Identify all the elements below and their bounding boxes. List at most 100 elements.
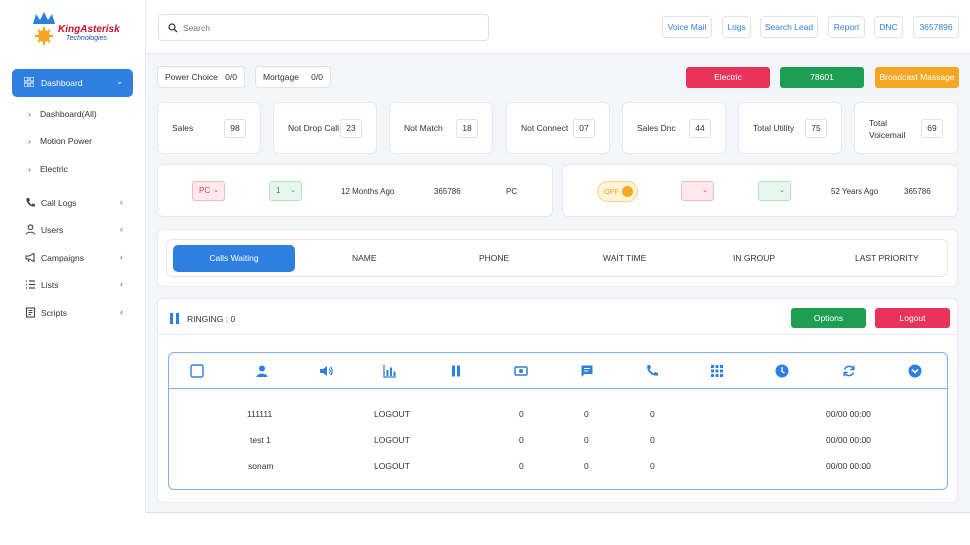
empty-green-select[interactable]: ⌄ [758,181,791,201]
column-header-wait-time: WAIT TIME [603,253,647,263]
clock-icon [775,364,789,378]
column-header-name: NAME [352,253,377,263]
stat-value: 69 [921,119,943,138]
agent-metric-a: 0 [519,409,524,419]
sidebar-item-lists[interactable]: Lists ‹ [25,279,125,293]
code-text: PC [506,187,518,196]
sidebar-item-label: Campaigns [41,253,84,263]
stat-label: Sales Dnc [637,123,676,133]
money-icon [514,366,528,376]
pause-icon [452,365,460,377]
toggle-label: OFF [604,187,619,196]
agent-name: test 1 [250,435,271,445]
grid-icon [24,77,34,87]
search-lead-link[interactable]: Search Lead [760,16,818,38]
sidebar-subitem-dashboard-all[interactable]: › Dashboard(All) [28,109,97,119]
phone-number-link[interactable]: 3657896 [913,16,959,38]
stat-card-not-match[interactable]: Not Match 18 [389,102,493,154]
table-row[interactable]: sonam LOGOUT 0 0 0 00/00 00:00 [169,461,947,481]
chevron-down-icon: ⌄ [779,187,785,194]
app-window: KingAsterisk Technologies Dashboard ⌄ › D… [0,0,970,513]
brand-subtitle: Technologies [66,35,107,42]
logout-button[interactable]: Logout [875,308,950,328]
toggle-knob [622,186,633,197]
sidebar-item-label: Dashboard [41,78,83,88]
pill-value: 0/0 [311,72,323,82]
stat-label: Total Voicemail [869,118,906,140]
refresh-icon[interactable] [842,364,856,378]
logs-link[interactable]: Logs [722,16,751,38]
search-input[interactable] [183,21,473,35]
stat-card-total-utility[interactable]: Total Utility 75 [738,102,842,154]
electric-button[interactable]: Electric [686,67,770,88]
stat-card-sales[interactable]: Sales 98 [157,102,261,154]
agent-metric-c: 0 [650,435,655,445]
options-button[interactable]: Options [791,308,866,328]
sidebar-subitem-label: Electric [40,164,68,174]
calls-waiting-header: Calls Waiting NAME PHONE WAIT TIME IN GR… [166,239,948,277]
search-box[interactable] [158,14,489,41]
voice-mail-link[interactable]: Voice Mail [662,16,712,38]
chevron-left-icon: ‹ [120,224,123,234]
sidebar-item-label: Scripts [41,308,67,318]
stat-card-sales-dnc[interactable]: Sales Dnc 44 [622,102,726,154]
agent-metric-c: 0 [650,461,655,471]
count-select[interactable]: 1 ⌄ [269,181,302,201]
chevron-right-icon: › [28,164,31,174]
number-button[interactable]: 78601 [780,67,864,88]
time-ago-text: 12 Months Ago [341,187,395,196]
sidebar-item-dashboard[interactable]: Dashboard ⌄ [12,69,133,97]
dnc-link[interactable]: DNC [874,16,903,38]
stat-label: Not Drop Call [288,123,340,133]
agents-table-header [169,353,947,389]
stat-card-not-connect[interactable]: Not Connect 07 [506,102,610,154]
agent-metric-b: 0 [584,409,589,419]
script-icon [25,307,36,318]
table-row[interactable]: 111111 LOGOUT 0 0 0 00/00 00:00 [169,409,947,429]
column-header-in-group: IN GROUP [733,253,776,263]
sidebar-item-scripts[interactable]: Scripts ‹ [25,307,125,321]
brand-logo[interactable]: KingAsterisk Technologies [28,10,120,54]
stat-card-not-drop-call[interactable]: Not Drop Call 23 [273,102,377,154]
sidebar-subitem-motion-power[interactable]: › Motion Power [28,136,92,146]
agent-metric-a: 0 [519,461,524,471]
phone-icon [647,365,658,376]
sidebar-item-users[interactable]: Users ‹ [25,224,125,238]
chevron-down-icon: ⌄ [213,187,219,194]
agent-metric-a: 0 [519,435,524,445]
chevron-down-icon: ⌄ [290,187,296,194]
stat-value: 23 [340,119,362,138]
report-link[interactable]: Report [828,16,865,38]
stat-card-total-voicemail[interactable]: Total Voicemail 69 [854,102,958,154]
sidebar-item-call-logs[interactable]: Call Logs ‹ [25,197,125,211]
tab-calls-waiting[interactable]: Calls Waiting [173,245,295,272]
checkbox-icon[interactable] [190,364,204,378]
power-choice-pill[interactable]: Power Choice 0/0 [157,66,245,88]
agent-status: LOGOUT [374,409,410,419]
mortgage-pill[interactable]: Mortgage 0/0 [255,66,331,88]
pause-icon [170,313,180,324]
table-row[interactable]: test 1 LOGOUT 0 0 0 00/00 00:00 [169,435,947,455]
sidebar-item-campaigns[interactable]: Campaigns ‹ [25,252,125,266]
empty-red-select[interactable]: ⌄ [681,181,714,201]
broadcast-message-button[interactable]: Broadcast Massage [875,67,959,88]
megaphone-icon [25,252,35,263]
code-select[interactable]: PC ⌄ [192,181,225,201]
sidebar-item-label: Call Logs [41,198,77,208]
agent-time: 00/00 00:00 [826,435,871,445]
column-header-phone: PHONE [479,253,510,263]
stat-value: 18 [456,119,478,138]
stat-value: 07 [573,119,595,138]
number-text: 365786 [904,187,931,196]
pill-label: Power Choice [165,72,218,82]
top-bar: Voice Mail Logs Search Lead Report DNC 3… [146,0,970,54]
sidebar-subitem-electric[interactable]: › Electric [28,164,68,174]
chevron-down-circle-icon[interactable] [908,364,922,378]
agent-metric-b: 0 [584,435,589,445]
sidebar-subitem-label: Motion Power [40,136,92,146]
agent-metric-b: 0 [584,461,589,471]
crown-icon [33,12,55,45]
status-toggle[interactable]: OFF [597,181,638,202]
message-icon [581,365,593,377]
divider [157,334,958,335]
